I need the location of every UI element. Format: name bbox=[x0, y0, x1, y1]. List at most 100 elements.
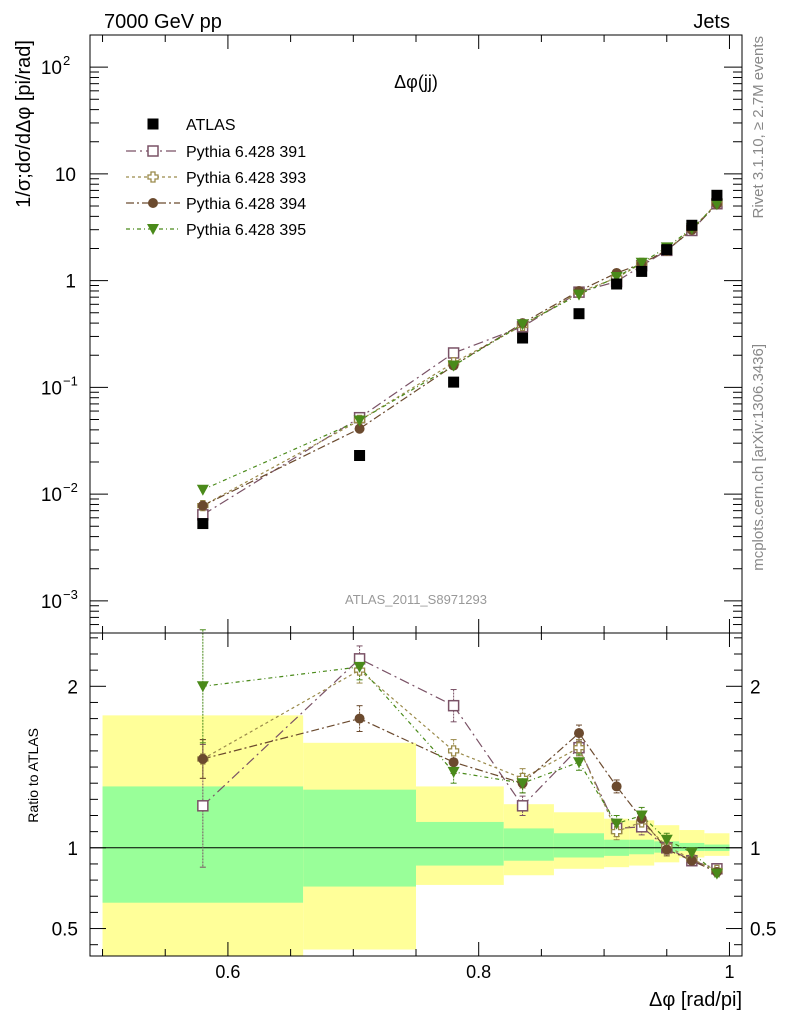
ratio-series-point bbox=[610, 825, 623, 838]
chart-title: Δφ(jj) bbox=[394, 72, 438, 92]
main-series-point bbox=[710, 199, 723, 211]
data-point bbox=[197, 518, 209, 530]
x-axis-title: Δφ [rad/pi] bbox=[649, 989, 742, 1011]
legend-marker bbox=[148, 198, 158, 208]
y-tick-exponent: 2 bbox=[63, 53, 70, 68]
data-point bbox=[448, 376, 460, 388]
ratio-series-point bbox=[574, 728, 584, 739]
ratio-band-inner bbox=[629, 839, 655, 855]
ratio-series-point bbox=[448, 757, 459, 768]
y-tick-exponent: −2 bbox=[63, 480, 78, 495]
main-series-point bbox=[196, 484, 209, 496]
legend-marker bbox=[147, 224, 159, 235]
y-tick-label: 10 bbox=[41, 58, 62, 79]
ratio-band-inner bbox=[303, 789, 416, 887]
side-label-rivet: Rivet 3.1.10, ≥ 2.7M events bbox=[750, 36, 767, 219]
main-series-point bbox=[610, 272, 623, 284]
y-tick-label: 10 bbox=[55, 165, 76, 186]
ratio-series-point bbox=[196, 681, 209, 693]
ratio-tick-label-right: 0.5 bbox=[750, 920, 776, 941]
main-series-point bbox=[573, 289, 585, 301]
header-right: Jets bbox=[693, 11, 730, 33]
ratio-series-point bbox=[686, 855, 697, 866]
ratio-tick-label-left: 0.5 bbox=[52, 920, 78, 941]
y-tick-exponent: −1 bbox=[63, 373, 78, 388]
y-tick-label: 10 bbox=[41, 485, 62, 506]
ratio-axis-title: Ratio to ATLAS bbox=[25, 728, 41, 823]
main-series-point bbox=[635, 257, 648, 269]
x-tick-label: 0.6 bbox=[215, 962, 240, 982]
ratio-series-point bbox=[573, 742, 585, 754]
legend-marker-atlas bbox=[147, 118, 159, 130]
main-series-line bbox=[202, 203, 718, 491]
data-point bbox=[711, 189, 723, 201]
markers-layer bbox=[196, 189, 723, 880]
ratio-tick-label-right: 2 bbox=[750, 677, 761, 698]
y-tick-label: 1 bbox=[65, 272, 76, 293]
ratio-tick-label-left: 2 bbox=[67, 677, 78, 698]
side-label-mcplots: mcplots.cern.ch [arXiv:1306.3436] bbox=[750, 344, 767, 571]
data-point bbox=[661, 244, 673, 256]
ratio-series-point bbox=[611, 781, 622, 792]
ratio-series-line bbox=[202, 658, 718, 870]
ratio-series-point bbox=[516, 778, 529, 790]
ratio-tick-label-left: 1 bbox=[67, 839, 78, 860]
ratio-series-point bbox=[354, 713, 365, 724]
data-point bbox=[611, 278, 623, 290]
y-tick-label: 10 bbox=[41, 378, 62, 399]
ratio-tick-label-right: 1 bbox=[750, 839, 761, 860]
main-series-point bbox=[447, 347, 460, 359]
ratio-series-point bbox=[661, 844, 672, 855]
ratio-band-inner bbox=[416, 821, 504, 866]
lines-layer bbox=[202, 202, 718, 875]
legend-label: Pythia 6.428 395 bbox=[186, 222, 306, 239]
legend: ATLAS Pythia 6.428 391 Pythia 6.428 393 Pyt… bbox=[126, 117, 306, 239]
ratio-band-inner bbox=[553, 833, 605, 858]
x-tick-label: 0.8 bbox=[466, 962, 491, 982]
ratio-series-point bbox=[353, 661, 366, 673]
main-series-point bbox=[354, 423, 365, 434]
main-series-line bbox=[202, 202, 718, 507]
ratio-series-point bbox=[516, 800, 529, 812]
ratio-series-point bbox=[660, 834, 673, 846]
header-left: 7000 GeV pp bbox=[104, 11, 222, 33]
ratio-series-line bbox=[202, 717, 718, 873]
watermark-label: ATLAS_2011_S8971293 bbox=[345, 592, 487, 607]
legend-marker bbox=[147, 145, 159, 157]
x-tick-label: 1 bbox=[724, 962, 734, 982]
ratio-series-point bbox=[685, 847, 698, 859]
legend-marker bbox=[147, 171, 159, 183]
main-series-line bbox=[202, 203, 718, 516]
ratio-series-point bbox=[447, 766, 460, 778]
y-tick-exponent: −3 bbox=[63, 587, 78, 602]
ratio-band-inner bbox=[679, 842, 705, 852]
data-point bbox=[354, 450, 366, 462]
ratio-series-point bbox=[447, 745, 460, 757]
legend-label: Pythia 6.428 391 bbox=[186, 144, 306, 161]
bands-layer bbox=[102, 715, 730, 956]
data-point bbox=[686, 219, 698, 231]
y-tick-label: 10 bbox=[41, 592, 62, 613]
data-point bbox=[517, 332, 529, 344]
ratio-band-inner bbox=[503, 828, 554, 861]
data-point bbox=[636, 265, 648, 277]
y-axis-title: 1/σ;dσ/dΔφ [pi/rad] bbox=[13, 40, 35, 208]
ratio-series-line bbox=[202, 669, 718, 871]
ratio-series-point bbox=[610, 818, 623, 830]
data-point bbox=[573, 308, 585, 320]
ratio-series-point bbox=[447, 699, 460, 712]
legend-label-atlas: ATLAS bbox=[186, 117, 236, 134]
ratio-series-point bbox=[635, 810, 648, 822]
ratio-series-point bbox=[710, 868, 723, 880]
ratio-series-point bbox=[573, 757, 585, 769]
main-series-point bbox=[353, 415, 366, 427]
main-series-point bbox=[197, 500, 208, 511]
ratio-series-line bbox=[202, 666, 718, 875]
legend-label: Pythia 6.428 394 bbox=[186, 196, 306, 213]
main-series-point bbox=[447, 360, 460, 372]
main-series-line bbox=[202, 203, 718, 507]
main-series-point bbox=[516, 319, 529, 331]
ratio-series-point bbox=[197, 800, 209, 812]
